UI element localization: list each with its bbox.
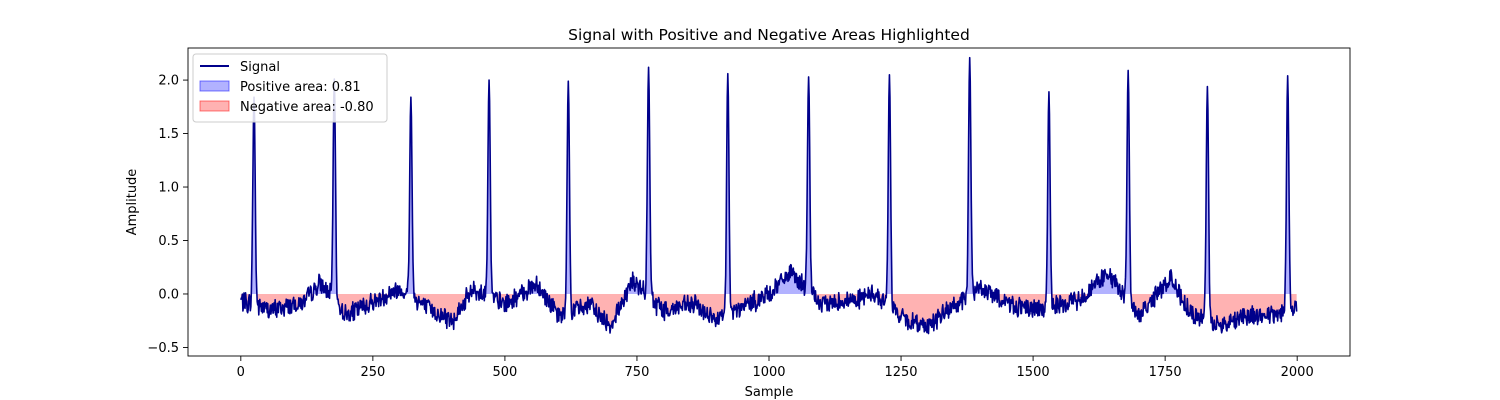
y-tick-label: 2.0 xyxy=(158,74,179,89)
legend: Signal Positive area: 0.81 Negative area… xyxy=(192,53,388,123)
y-tick-label: 0.0 xyxy=(158,287,179,302)
x-tick-label: 1750 xyxy=(1149,365,1182,380)
x-axis-label: Sample xyxy=(745,385,794,400)
legend-positive-swatch xyxy=(199,80,230,92)
signal-lines xyxy=(240,56,1298,335)
legend-negative-label: Negative area: -0.80 xyxy=(240,100,374,115)
y-axis-ticks: −0.5 0.0 0.5 1.0 1.5 2.0 xyxy=(147,74,188,356)
y-tick-label: 1.0 xyxy=(158,181,179,196)
x-tick-label: 1250 xyxy=(884,365,917,380)
x-axis-ticks: 0 250 500 750 1000 1250 1500 1750 2000 xyxy=(237,356,1314,380)
x-tick-label: 1000 xyxy=(752,365,785,380)
x-tick-label: 500 xyxy=(492,365,517,380)
positive-area xyxy=(243,57,1291,294)
x-tick-label: 1500 xyxy=(1017,365,1050,380)
y-tick-label: −0.5 xyxy=(147,341,179,356)
legend-positive-label: Positive area: 0.81 xyxy=(240,80,361,95)
signal-line xyxy=(240,56,1298,335)
legend-negative-swatch xyxy=(199,100,230,112)
chart-title: Signal with Positive and Negative Areas … xyxy=(568,26,970,44)
x-tick-label: 2000 xyxy=(1281,365,1314,380)
legend-signal-label: Signal xyxy=(240,60,280,75)
x-tick-label: 0 xyxy=(237,365,245,380)
y-tick-label: 1.5 xyxy=(158,127,179,142)
x-tick-label: 250 xyxy=(360,365,385,380)
x-tick-label: 750 xyxy=(625,365,650,380)
legend-box xyxy=(192,53,388,123)
y-tick-label: 0.5 xyxy=(158,234,179,249)
y-axis-label: Amplitude xyxy=(125,169,140,236)
